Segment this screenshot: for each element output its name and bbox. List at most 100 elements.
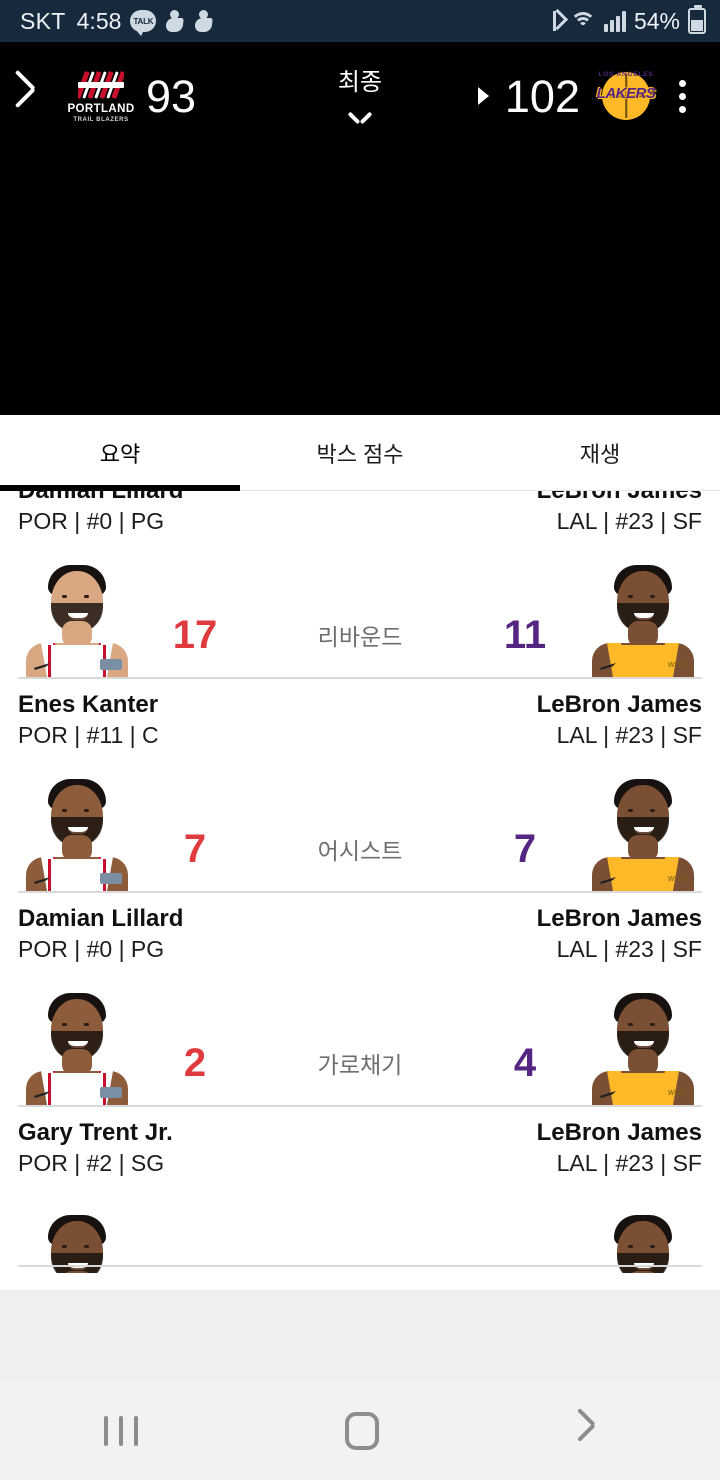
left-player-meta: POR | #0 | PG bbox=[18, 508, 165, 535]
left-player: Enes Kanter POR | #11 | C bbox=[18, 691, 159, 749]
wifi-icon bbox=[569, 10, 596, 32]
nav-back-icon[interactable] bbox=[586, 1413, 616, 1449]
tab-box-score[interactable]: 박스 점수 bbox=[316, 441, 404, 467]
left-player-headshot bbox=[18, 773, 136, 891]
right-player-meta: LAL | #23 | SF bbox=[556, 936, 702, 963]
leader-names: Enes Kanter POR | #11 | C LeBron James L… bbox=[0, 679, 720, 749]
left-player: Damian Lillard POR | #0 | PG bbox=[18, 905, 183, 963]
leader-card[interactable]: Damian Lillard POR | #0 | PG LeBron Jame… bbox=[0, 491, 720, 679]
lakers-submark: LOS ANGELES bbox=[598, 71, 654, 78]
stat-label: 가로채기 bbox=[317, 1052, 403, 1078]
tab-playback[interactable]: 재생 bbox=[579, 441, 621, 467]
right-player: LeBron James LAL | #23 | SF bbox=[537, 491, 702, 535]
right-player: LeBron James LAL | #23 | SF bbox=[537, 905, 702, 963]
tab-summary[interactable]: 요약 bbox=[0, 415, 240, 491]
left-player-headshot bbox=[18, 987, 136, 1105]
lakers-basketball-icon bbox=[602, 72, 650, 120]
lakers-wordmark: LAKERS bbox=[596, 85, 656, 102]
leader-stat-row: 7 어시스트 7 wish bbox=[0, 773, 720, 891]
leader-stat-row: 17 리바운드 11 wish bbox=[0, 559, 720, 677]
carrier-label: SKT bbox=[20, 7, 66, 34]
right-player-meta: LAL | #23 | SF bbox=[556, 1150, 702, 1177]
recents-icon[interactable] bbox=[103, 1414, 138, 1448]
away-team-block[interactable]: PORTLAND TRAIL BLAZERS 93 bbox=[66, 60, 196, 132]
leaders-list[interactable]: Damian Lillard POR | #0 | PG LeBron Jame… bbox=[0, 491, 720, 1290]
right-player-headshot: wish bbox=[584, 773, 702, 891]
system-nav-bar bbox=[0, 1382, 720, 1480]
leader-names: Gary Trent Jr. POR | #2 | SG LeBron Jame… bbox=[0, 1107, 720, 1177]
portland-submark: TRAIL BLAZERS bbox=[73, 116, 129, 123]
tab-bar: 요약 박스 점수 재생 bbox=[0, 415, 720, 491]
leader-names: Damian Lillard POR | #0 | PG LeBron Jame… bbox=[0, 491, 720, 535]
right-player-headshot: wish bbox=[584, 987, 702, 1105]
right-player: LeBron James LAL | #23 | SF bbox=[537, 1119, 702, 1177]
notification-app-icon bbox=[165, 9, 185, 33]
chevron-down-icon[interactable] bbox=[349, 109, 371, 122]
left-player-name: Gary Trent Jr. bbox=[18, 1119, 173, 1146]
notification-app-icon bbox=[194, 9, 214, 33]
status-bar-left: SKT 4:58 TALK bbox=[20, 7, 214, 36]
leader-names: Damian Lillard POR | #0 | PG LeBron Jame… bbox=[0, 893, 720, 963]
stat-label: 어시스트 bbox=[317, 838, 403, 864]
leader-card[interactable]: Gary Trent Jr. POR | #2 | SG LeBron Jame… bbox=[0, 1107, 720, 1273]
right-player-name: LeBron James bbox=[536, 905, 702, 932]
battery-icon bbox=[688, 5, 706, 34]
stat-values: 2 가로채기 4 bbox=[0, 1043, 720, 1083]
left-player-meta: POR | #0 | PG bbox=[18, 936, 165, 963]
status-bar: SKT 4:58 TALK 54% bbox=[0, 0, 720, 42]
right-player-meta: LAL | #23 | SF bbox=[556, 722, 702, 749]
stat-values: 7 어시스트 7 bbox=[0, 829, 720, 869]
left-player-name: Damian Lillard bbox=[18, 905, 184, 932]
left-player-name: Damian Lillard bbox=[18, 491, 183, 505]
right-player-name: LeBron James bbox=[537, 491, 702, 505]
portland-logo-icon: PORTLAND TRAIL BLAZERS bbox=[66, 60, 136, 132]
left-player-headshot bbox=[18, 1209, 136, 1273]
leader-stat-row: 2 가로채기 4 wish bbox=[0, 987, 720, 1105]
overflow-menu-icon[interactable] bbox=[662, 79, 702, 113]
left-stat-value: 7 bbox=[183, 827, 207, 871]
home-team-block[interactable]: 102 LOS ANGELES LAKERS bbox=[477, 63, 662, 129]
status-bar-right: 54% bbox=[547, 5, 706, 35]
portland-pinwheel-icon bbox=[78, 69, 124, 103]
game-status-label: 최종 bbox=[337, 69, 383, 97]
leader-stat-row bbox=[0, 1209, 720, 1273]
portland-wordmark: PORTLAND bbox=[67, 103, 135, 116]
right-player-headshot: wish bbox=[584, 559, 702, 677]
kakaotalk-icon: TALK bbox=[130, 10, 157, 36]
left-player-meta: POR | #2 | SG bbox=[18, 1150, 165, 1177]
right-stat-value: 7 bbox=[513, 827, 537, 871]
winner-indicator-icon bbox=[477, 87, 489, 105]
away-score: 93 bbox=[146, 70, 197, 122]
bluetooth-icon bbox=[547, 9, 562, 33]
signal-icon bbox=[603, 10, 626, 32]
left-player-meta: POR | #11 | C bbox=[18, 722, 159, 749]
right-player-name: LeBron James bbox=[536, 691, 702, 718]
right-player-name: LeBron James bbox=[536, 1119, 702, 1146]
leader-card[interactable]: Enes Kanter POR | #11 | C LeBron James L… bbox=[0, 679, 720, 893]
right-stat-value: 4 bbox=[513, 1041, 537, 1085]
bottom-spacer bbox=[0, 1290, 720, 1382]
left-player-headshot bbox=[18, 559, 136, 677]
back-icon[interactable] bbox=[22, 71, 66, 121]
home-icon[interactable] bbox=[344, 1412, 379, 1450]
left-stat-value: 2 bbox=[183, 1041, 207, 1085]
game-header: PORTLAND TRAIL BLAZERS 93 최종 102 LOS ANG… bbox=[0, 42, 720, 150]
stat-label: 리바운드 bbox=[317, 624, 403, 650]
left-player-name: Enes Kanter bbox=[18, 691, 159, 718]
kakaotalk-icon-label: TALK bbox=[133, 16, 154, 26]
leader-card[interactable]: Damian Lillard POR | #0 | PG LeBron Jame… bbox=[0, 893, 720, 1107]
stat-values: 17 리바운드 11 bbox=[0, 615, 720, 655]
lakers-logo-icon: LOS ANGELES LAKERS bbox=[590, 63, 662, 129]
left-stat-value: 17 bbox=[172, 613, 218, 657]
left-player: Damian Lillard POR | #0 | PG bbox=[18, 491, 183, 535]
clock-label: 4:58 bbox=[76, 7, 122, 34]
right-player: LeBron James LAL | #23 | SF bbox=[537, 691, 702, 749]
battery-percent-label: 54% bbox=[633, 7, 680, 34]
video-player-area[interactable] bbox=[0, 150, 720, 415]
left-player: Gary Trent Jr. POR | #2 | SG bbox=[18, 1119, 173, 1177]
home-score: 102 bbox=[504, 70, 580, 122]
right-player-headshot bbox=[584, 1209, 702, 1273]
right-player-meta: LAL | #23 | SF bbox=[556, 508, 702, 535]
right-stat-value: 11 bbox=[503, 613, 547, 657]
